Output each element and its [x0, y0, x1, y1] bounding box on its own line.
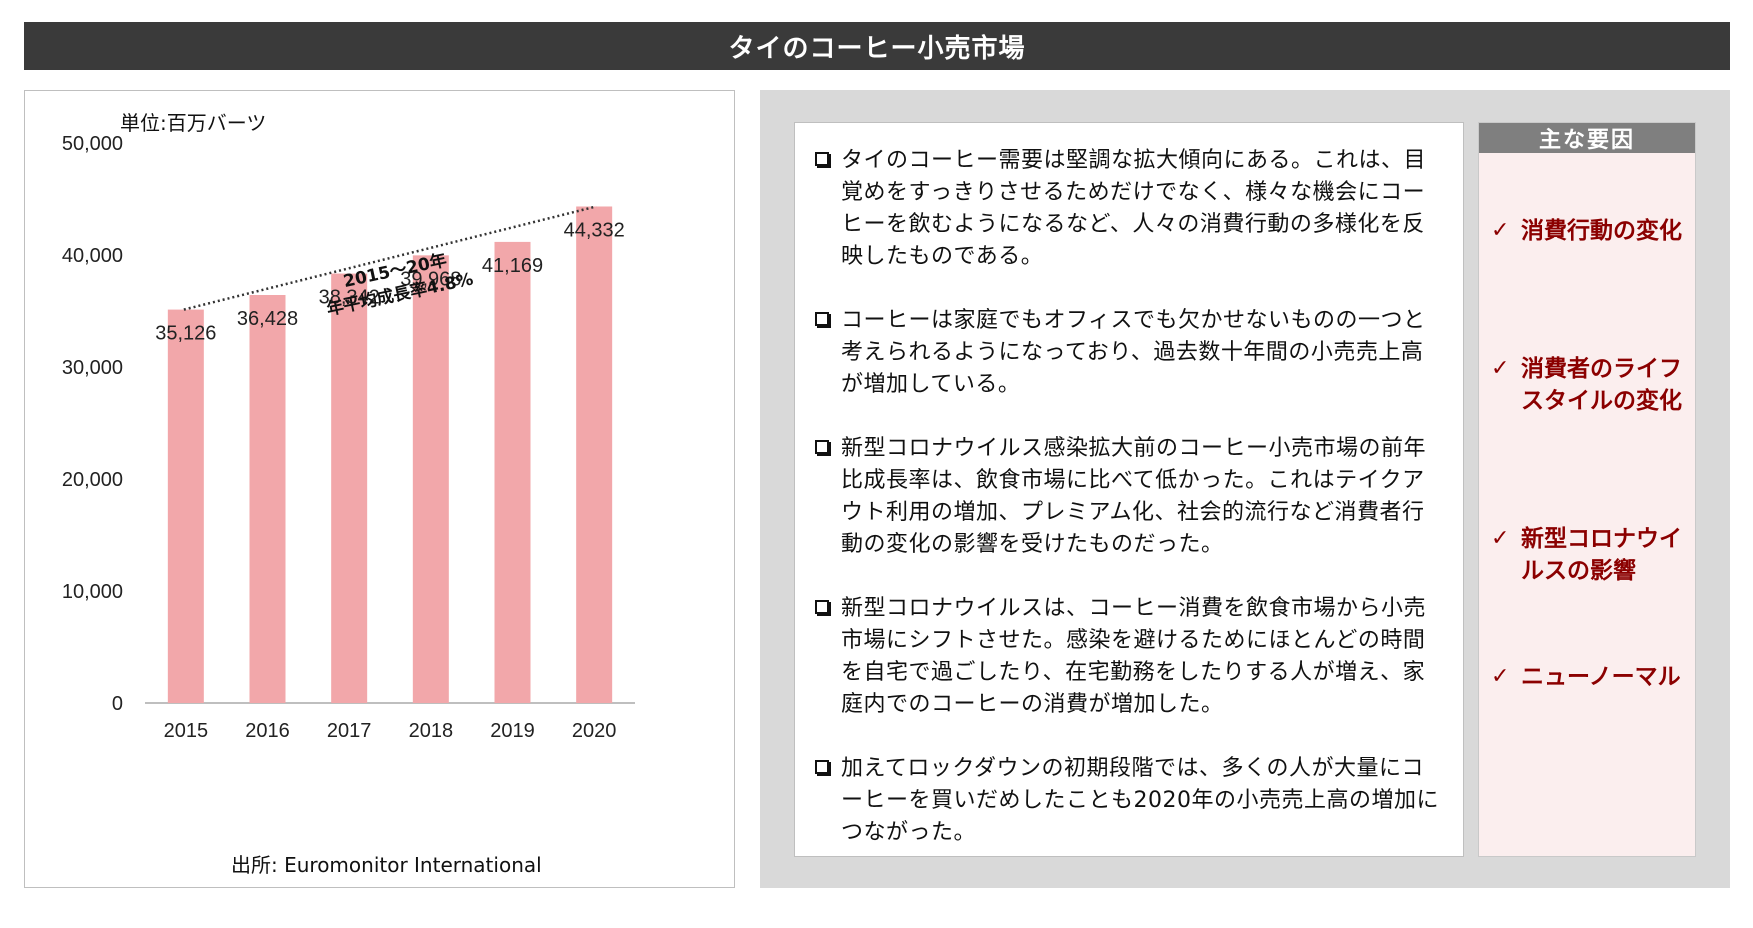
x-tick-label: 2019	[490, 720, 535, 742]
bullet-item: タイのコーヒー需要は堅調な拡大傾向にある。これは、目覚めをすっきりさせるためだけ…	[815, 145, 1441, 273]
checkbox-bullet-icon	[815, 600, 829, 614]
y-tick-label: 50,000	[62, 133, 123, 155]
chart-panel: 0 10,000 20,000 30,000 40,000 50,000 35,126 201…	[24, 90, 735, 888]
bar	[331, 273, 368, 703]
check-icon: ✓	[1491, 526, 1510, 551]
bar	[412, 255, 449, 703]
checkbox-bullet-icon	[815, 312, 829, 326]
x-tick-label: 2020	[572, 720, 617, 742]
data-label: 44,332	[564, 219, 625, 241]
factor-item: ✓ 消費者のライフスタイルの変化	[1491, 353, 1691, 417]
bar	[167, 309, 204, 703]
x-tick-label: 2017	[327, 720, 372, 742]
bullet-item: 加えてロックダウンの初期段階では、多くの人が大量にコーヒーを買いだめしたことも2…	[815, 753, 1441, 849]
unit-label: 単位:百万バーツ	[120, 111, 267, 135]
key-factors-header: 主な要因	[1479, 123, 1695, 153]
factor-item: ✓ 新型コロナウイルスの影響	[1491, 523, 1691, 587]
bullet-text: 新型コロナウイルス感染拡大前のコーヒー小売市場の前年比成長率は、飲食市場に比べて…	[841, 436, 1427, 557]
x-tick-label: 2018	[409, 720, 454, 742]
data-label: 35,126	[155, 323, 216, 345]
bar	[249, 295, 286, 703]
commentary-box: タイのコーヒー需要は堅調な拡大傾向にある。これは、目覚めをすっきりさせるためだけ…	[794, 122, 1464, 857]
bullet-text: 新型コロナウイルスは、コーヒー消費を飲食市場から小売市場にシフトさせた。感染を避…	[841, 596, 1427, 717]
bullet-item: 新型コロナウイルス感染拡大前のコーヒー小売市場の前年比成長率は、飲食市場に比べて…	[815, 433, 1441, 561]
bullet-item: 新型コロナウイルスは、コーヒー消費を飲食市場から小売市場にシフトさせた。感染を避…	[815, 593, 1441, 721]
data-label: 41,169	[482, 255, 543, 277]
y-tick-label: 30,000	[62, 357, 123, 379]
trend-line	[183, 205, 597, 311]
checkbox-bullet-icon	[815, 440, 829, 454]
x-tick-label: 2015	[164, 720, 209, 742]
data-label: 38,342	[319, 287, 380, 309]
y-tick-label: 20,000	[62, 469, 123, 491]
factor-item: ✓ ニューノーマル	[1491, 661, 1691, 693]
commentary-panel: タイのコーヒー需要は堅調な拡大傾向にある。これは、目覚めをすっきりさせるためだけ…	[760, 90, 1730, 888]
x-tick-label: 2016	[245, 720, 290, 742]
factor-text: ニューノーマル	[1521, 664, 1681, 690]
bar-chart: 0 10,000 20,000 30,000 40,000 50,000 35,126 201…	[62, 133, 635, 742]
key-factors-box: 主な要因 ✓ 消費行動の変化 ✓ 消費者のライフスタイルの変化 ✓ 新型コロナウ…	[1478, 122, 1696, 857]
checkbox-bullet-icon	[815, 760, 829, 774]
check-icon: ✓	[1491, 218, 1510, 243]
factor-item: ✓ 消費行動の変化	[1491, 215, 1691, 247]
source-label: 出所: Euromonitor International	[231, 853, 542, 877]
check-icon: ✓	[1491, 356, 1510, 381]
bullet-text: 加えてロックダウンの初期段階では、多くの人が大量にコーヒーを買いだめしたことも2…	[841, 756, 1439, 845]
y-tick-label: 10,000	[62, 581, 123, 603]
check-icon: ✓	[1491, 664, 1510, 689]
bullet-text: タイのコーヒー需要は堅調な拡大傾向にある。これは、目覚めをすっきりさせるためだけ…	[841, 148, 1427, 269]
factor-text: 新型コロナウイルスの影響	[1521, 526, 1682, 584]
bullet-item: コーヒーは家庭でもオフィスでも欠かせないものの一つと考えられるようになっており、…	[815, 305, 1441, 401]
bar	[576, 206, 613, 703]
factor-text: 消費者のライフスタイルの変化	[1521, 356, 1682, 414]
y-tick-label: 0	[112, 693, 123, 715]
y-tick-label: 40,000	[62, 245, 123, 267]
bar	[494, 241, 531, 703]
page-title: タイのコーヒー小売市場	[24, 22, 1730, 70]
data-label: 39,968	[400, 268, 461, 290]
checkbox-bullet-icon	[815, 152, 829, 166]
data-label: 36,428	[237, 308, 298, 330]
factor-text: 消費行動の変化	[1521, 218, 1682, 244]
bullet-text: コーヒーは家庭でもオフィスでも欠かせないものの一つと考えられるようになっており、…	[841, 308, 1426, 397]
